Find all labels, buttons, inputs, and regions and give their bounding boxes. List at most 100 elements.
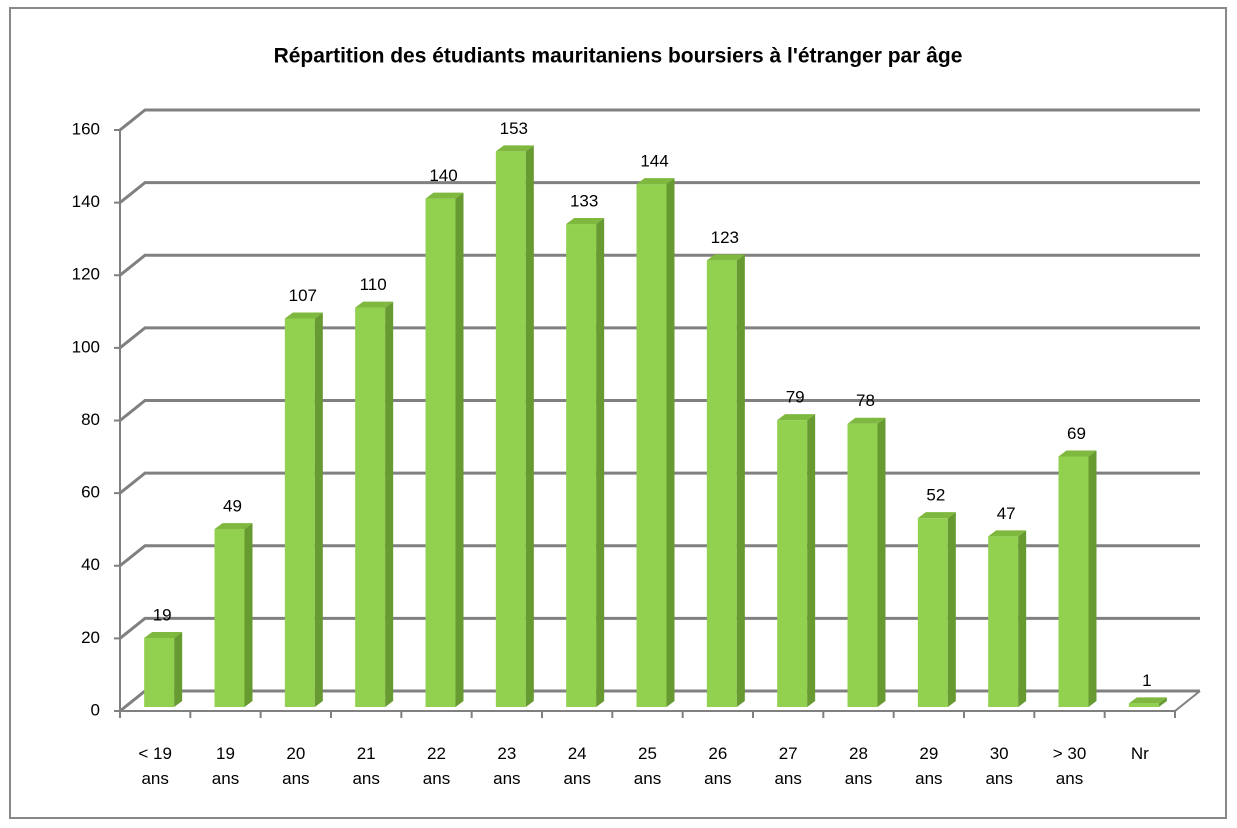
bar (1058, 450, 1097, 707)
bar-face (917, 512, 956, 519)
data-label: 107 (289, 286, 317, 305)
bar (144, 632, 183, 707)
y-tick-label: 140 (72, 192, 100, 211)
bar (706, 254, 745, 707)
grid-line (119, 181, 1200, 204)
bar-face (566, 218, 605, 225)
data-label: 140 (429, 166, 457, 185)
bar (214, 523, 253, 707)
bar-face (1018, 530, 1027, 707)
bar (847, 417, 886, 707)
bar-face (736, 254, 745, 707)
data-label: 153 (500, 119, 528, 138)
bar-face (1058, 450, 1097, 457)
y-tick-label: 120 (72, 265, 100, 284)
x-tick-label: 19 ans (211, 744, 240, 788)
bar-face (706, 254, 745, 261)
bar-face (1128, 697, 1167, 704)
data-label: 79 (786, 388, 805, 407)
y-tick-label: 40 (81, 555, 100, 574)
bar-face (847, 417, 886, 424)
bar (495, 145, 534, 707)
x-tick-label: 28 ans (844, 744, 873, 788)
bar (988, 530, 1027, 707)
grid-line (119, 399, 1200, 422)
data-label: 69 (1067, 424, 1086, 443)
grid-line (119, 326, 1200, 350)
x-tick-label: > 30 ans (1052, 744, 1087, 788)
bar-face (455, 192, 464, 707)
bar-face (1088, 450, 1097, 707)
data-label: 110 (360, 275, 387, 294)
x-tick-label: < 19 ans (138, 744, 172, 788)
bar (917, 512, 956, 707)
x-tick-label: 20 ans (282, 744, 310, 788)
bar-face (988, 530, 1027, 537)
bar-face (666, 178, 675, 708)
bar-face (525, 145, 534, 707)
data-label: 49 (223, 497, 242, 516)
bar-face (1128, 703, 1159, 707)
bar-face (174, 632, 183, 707)
bar-face (566, 224, 597, 707)
bar-face (425, 198, 456, 707)
bar-face (847, 423, 878, 707)
bar-face (244, 523, 253, 707)
bar-face (1158, 697, 1167, 707)
x-tick-label: 22 ans (422, 744, 451, 788)
data-label: 1 (1142, 671, 1151, 690)
y-tick-label: 100 (72, 337, 100, 356)
bar (355, 301, 394, 707)
x-tick-label: 23 ans (493, 744, 521, 788)
bar-face (947, 512, 956, 707)
bar-face (425, 192, 464, 199)
bar-face (777, 414, 816, 421)
y-tick-label: 0 (91, 700, 100, 719)
bar-face (144, 638, 175, 707)
x-tick-label: 27 ans (774, 744, 802, 788)
x-tick-label: 29 ans (915, 744, 943, 788)
bar (566, 218, 605, 707)
y-tick-label: 160 (72, 119, 100, 138)
bar-face (917, 518, 948, 707)
bar-face (355, 307, 386, 707)
bar-face (1058, 456, 1089, 707)
bar-face (988, 536, 1019, 707)
x-tick-label: 24 ans (563, 744, 591, 788)
bar (777, 414, 816, 707)
x-tick-label: 25 ans (633, 744, 662, 788)
chart-border (9, 7, 1227, 819)
grid-line (119, 108, 1200, 132)
bar-face (495, 151, 526, 707)
x-tick-label: 30 ans (985, 744, 1013, 788)
y-tick-label: 20 (81, 628, 100, 647)
data-label: 78 (856, 391, 875, 410)
bar-face (284, 312, 323, 319)
bar-face (596, 218, 605, 707)
x-tick-label: Nr (1130, 744, 1149, 763)
bar-face (877, 417, 886, 707)
bar-face (314, 312, 323, 707)
y-tick-label: 80 (81, 410, 100, 429)
x-tick-label: 21 ans (352, 744, 380, 788)
bar-face (284, 318, 315, 707)
data-label: 123 (711, 228, 739, 247)
bar-face (807, 414, 816, 707)
bar-face (636, 178, 675, 185)
bar-face (214, 529, 245, 707)
bar-face (214, 523, 253, 530)
data-label: 19 (153, 605, 172, 624)
data-label: 52 (926, 486, 945, 505)
bar (284, 312, 323, 707)
bar-face (144, 632, 183, 639)
x-tick-label: 26 ans (704, 744, 732, 788)
bar (425, 192, 464, 707)
bar (636, 178, 675, 708)
bar (1128, 697, 1167, 707)
bar-face (495, 145, 534, 152)
bar-face (385, 301, 394, 707)
bar-face (777, 420, 808, 707)
bar-face (706, 260, 737, 707)
